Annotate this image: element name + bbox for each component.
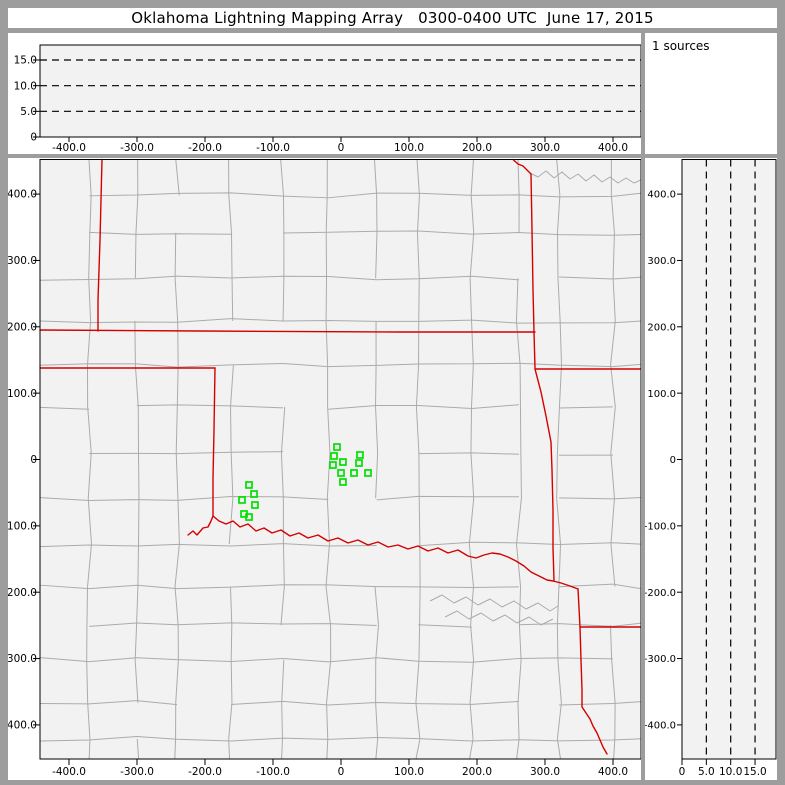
altitude-ew-plot-area[interactable] — [40, 45, 641, 137]
alt-tick-label: 0 — [679, 766, 686, 778]
ns-tick-label: 400.0 — [647, 190, 676, 201]
ew-tick-label: 300.0 — [530, 766, 560, 778]
state-border — [212, 367, 216, 517]
ew-tick-label: 400.0 — [598, 142, 628, 154]
lightning-source-marker — [339, 478, 347, 486]
ns-tick-label: -200.0 — [8, 587, 37, 599]
ew-tick-label: 400.0 — [598, 766, 628, 778]
lightning-source-marker — [250, 490, 258, 498]
ew-tick-label: -300.0 — [120, 142, 154, 154]
source-histogram-panel: 1 sources — [645, 33, 777, 154]
lightning-source-marker — [339, 458, 347, 466]
alt-tick-label: 15.0 — [743, 766, 766, 778]
lightning-source-marker — [355, 459, 363, 467]
state-border — [97, 158, 103, 332]
ew-tick-label: -100.0 — [256, 142, 290, 154]
lightning-source-marker — [329, 461, 337, 469]
title-bar: Oklahoma Lightning Mapping Array 0300-04… — [8, 8, 777, 28]
ns-tick-label: 300.0 — [647, 256, 676, 267]
altitude-ns-panel: 400.0 300.0 200.0 100.0 0 -100.0 -200.0 -300.0 -… — [645, 158, 777, 780]
ns-tick-label: 300.0 — [8, 255, 37, 267]
altitude-ew-plot: 15.0 10.0 5.0 0 -400.0 -300.0 -200.0 -100.0 0 100… — [14, 44, 641, 154]
ns-tick-label: 0 — [30, 454, 37, 466]
alt-tick-label: 10.0 — [14, 80, 37, 92]
alt-tick-label: 5.0 — [20, 106, 37, 118]
ew-tick-label: 300.0 — [530, 142, 560, 154]
ew-tick-label: 100.0 — [394, 766, 424, 778]
state-border — [512, 158, 536, 369]
ew-tick-label: 0 — [338, 766, 345, 778]
altitude-ew-panel: 15.0 10.0 5.0 0 -400.0 -300.0 -200.0 -100.0 0 100… — [8, 33, 641, 154]
ew-tick-label: -300.0 — [120, 766, 154, 778]
county-boundaries — [86, 159, 616, 760]
lightning-source-marker — [337, 469, 345, 477]
altitude-ns-plot: 400.0 300.0 200.0 100.0 0 -100.0 -200.0 -300.0 -… — [645, 159, 777, 778]
lightning-source-marker — [350, 469, 358, 477]
source-count-label: 1 sources — [652, 39, 710, 53]
lightning-source-marker — [245, 513, 253, 521]
ns-tick-label: 0 — [670, 455, 676, 466]
state-border — [39, 329, 536, 333]
river-line — [529, 170, 641, 184]
ns-tick-label: -300.0 — [645, 654, 676, 665]
state-border — [577, 588, 581, 628]
alt-tick-label: 0 — [30, 132, 37, 144]
plan-view-panel: 400.0 300.0 200.0 100.0 0 -100.0 -200.0 -300.0 -… — [8, 158, 641, 780]
lightning-source-marker — [330, 452, 338, 460]
ns-tick-label: -400.0 — [645, 721, 676, 732]
ew-tick-label: 200.0 — [462, 766, 492, 778]
alt-tick-label: 15.0 — [14, 55, 37, 67]
state-border — [579, 626, 608, 755]
river-line — [429, 594, 559, 612]
ns-tick-label: 200.0 — [8, 321, 37, 333]
ns-tick-label: -400.0 — [8, 720, 37, 732]
ew-tick-label: -400.0 — [52, 766, 86, 778]
altitude-ns-plot-area[interactable] — [682, 159, 776, 760]
river-line — [444, 610, 554, 626]
state-border — [187, 515, 214, 536]
alt-tick-label: 10.0 — [719, 766, 742, 778]
state-border — [212, 515, 579, 590]
county-boundaries — [39, 192, 641, 742]
ew-tick-label: -200.0 — [188, 766, 222, 778]
ew-tick-label: -100.0 — [256, 766, 290, 778]
lightning-source-marker — [356, 451, 364, 459]
alt-tick-label: 5.0 — [698, 766, 715, 778]
ew-tick-label: -200.0 — [188, 142, 222, 154]
ns-tick-label: -200.0 — [645, 588, 676, 599]
state-border — [534, 368, 555, 582]
ns-tick-label: -100.0 — [645, 521, 676, 532]
ns-tick-label: 200.0 — [647, 322, 676, 333]
ew-tick-label: -400.0 — [52, 142, 86, 154]
ns-tick-label: 100.0 — [8, 388, 37, 400]
ew-tick-label: 100.0 — [394, 142, 424, 154]
ns-tick-label: 100.0 — [647, 389, 676, 400]
lightning-source-marker — [364, 469, 372, 477]
ns-tick-label: -300.0 — [8, 653, 37, 665]
lightning-source-marker — [333, 443, 341, 451]
lightning-source-marker — [238, 496, 246, 504]
lightning-source-marker — [251, 501, 259, 509]
plan-view-plot: 400.0 300.0 200.0 100.0 0 -100.0 -200.0 -300.0 -… — [8, 158, 641, 778]
ew-tick-label: 200.0 — [462, 142, 492, 154]
ew-tick-label: 0 — [338, 142, 345, 154]
window-title: Oklahoma Lightning Mapping Array 0300-04… — [131, 9, 654, 27]
ns-tick-label: 400.0 — [8, 189, 37, 201]
lightning-source-marker — [245, 481, 253, 489]
ns-tick-label: -100.0 — [8, 520, 37, 532]
